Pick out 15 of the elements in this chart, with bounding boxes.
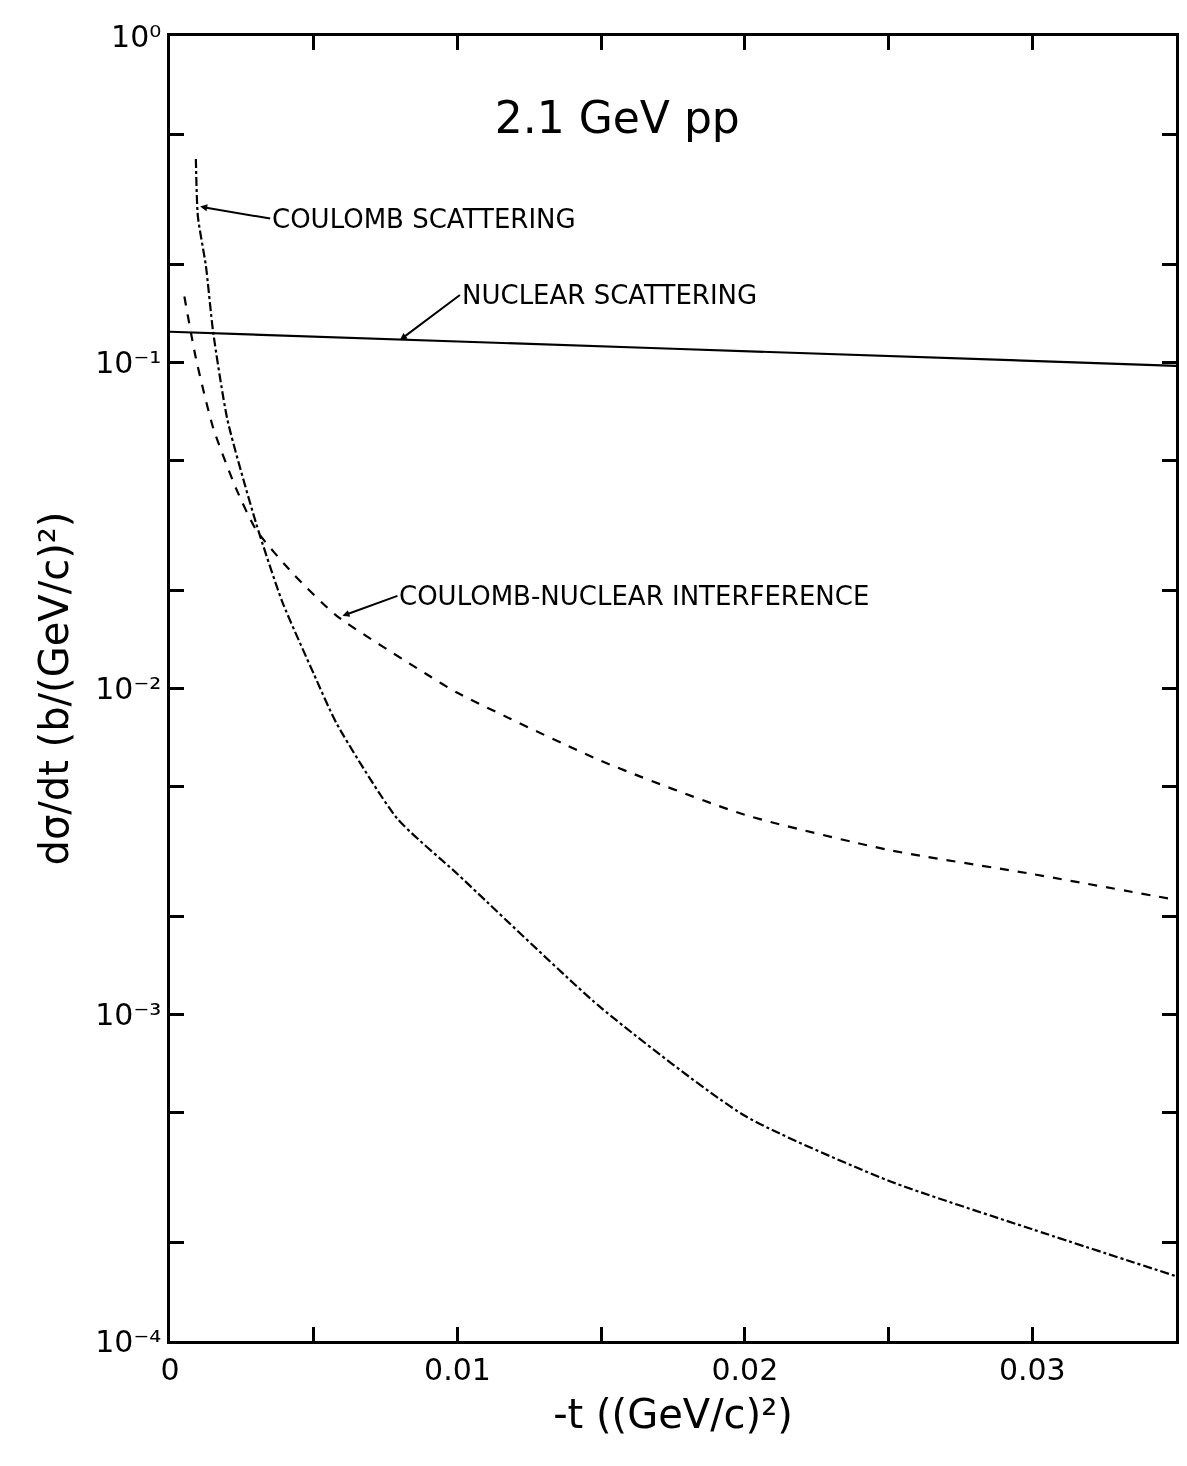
y-tick-label: 10⁰ [111, 18, 162, 54]
y-tick-label: 10⁻³ [95, 997, 162, 1033]
text: 2.1 GeV pp [494, 92, 740, 144]
x-tick-label: 0.01 [424, 1351, 491, 1387]
x-tick-label: 0 [160, 1351, 180, 1387]
y-tick-label: 10⁻¹ [95, 344, 162, 380]
y-tick-label: 10⁻² [95, 671, 162, 706]
x-axis-title: -t ((GeV/c)²) [553, 1391, 793, 1438]
annotation: NUCLEAR SCATTERING [462, 280, 758, 310]
annotation: COULOMB-NUCLEAR INTERFERENCE [399, 581, 870, 611]
annotation: COULOMB SCATTERING [272, 204, 576, 234]
x-tick-label: 0.02 [711, 1351, 779, 1387]
y-tick-label: 10⁻⁴ [95, 1323, 162, 1359]
y-axis-title: dσ/dt (b/(GeV/c)²) [30, 511, 77, 866]
x-tick-label: 0.03 [998, 1351, 1066, 1387]
